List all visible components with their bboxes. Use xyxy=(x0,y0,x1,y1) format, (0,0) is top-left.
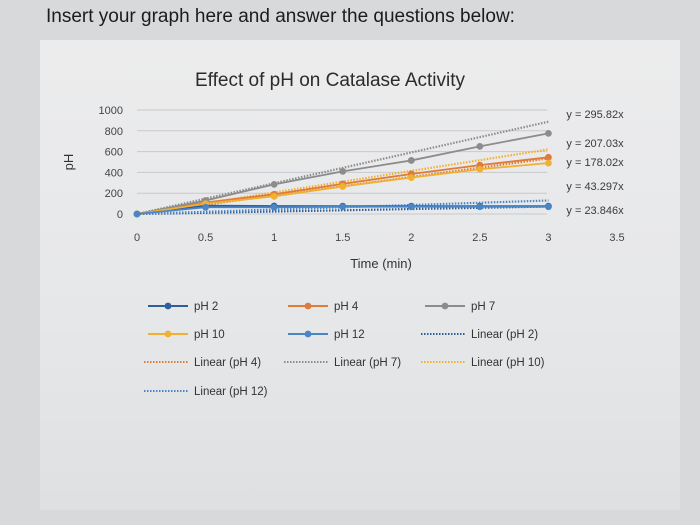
chart-area xyxy=(40,40,680,510)
trendline-equation: y = 178.02x xyxy=(566,157,624,169)
x-axis-label: Time (min) xyxy=(350,256,412,271)
data-point xyxy=(270,203,278,211)
y-tick-label: 0 xyxy=(117,209,123,221)
y-tick-label: 400 xyxy=(105,167,123,179)
y-axis-label: pH xyxy=(61,154,76,171)
data-point xyxy=(476,143,484,150)
x-tick-label: 1.5 xyxy=(335,232,350,244)
y-tick-label: 600 xyxy=(105,147,123,159)
data-point xyxy=(476,165,484,173)
x-tick-label: 3.5 xyxy=(609,232,624,244)
x-tick-label: 2.5 xyxy=(472,232,487,244)
legend-label: Linear (pH 7) xyxy=(334,357,401,369)
data-point xyxy=(545,203,552,211)
legend-label: Linear (pH 2) xyxy=(471,329,538,341)
data-point xyxy=(407,174,415,182)
data-point xyxy=(270,180,278,188)
data-point xyxy=(270,192,278,200)
data-point xyxy=(476,203,484,211)
x-tick-label: 0 xyxy=(134,232,140,244)
legend-marker xyxy=(164,330,172,338)
legend-label: pH 2 xyxy=(194,301,218,313)
legend-label: pH 7 xyxy=(471,301,495,313)
legend-label: pH 10 xyxy=(194,329,225,341)
x-tick-label: 3 xyxy=(545,232,551,244)
data-point xyxy=(202,203,209,211)
data-point xyxy=(133,210,141,218)
x-tick-label: 2 xyxy=(408,232,414,244)
y-tick-label: 800 xyxy=(105,126,123,138)
data-point xyxy=(339,167,347,175)
trendline-equation: y = 295.82x xyxy=(566,109,624,121)
legend-marker xyxy=(441,302,449,310)
trendline xyxy=(136,199,549,216)
chart-title: Effect of pH on Catalase Activity xyxy=(195,70,466,91)
data-point xyxy=(545,153,552,161)
data-point xyxy=(407,203,415,211)
legend-label: Linear (pH 4) xyxy=(194,357,261,369)
x-tick-label: 0.5 xyxy=(198,232,213,244)
legend-marker xyxy=(164,302,172,310)
data-point xyxy=(545,159,552,167)
data-point xyxy=(339,183,347,190)
y-tick-label: 1000 xyxy=(99,105,123,117)
legend-label: Linear (pH 12) xyxy=(194,386,268,398)
legend-marker xyxy=(304,302,312,310)
trendline-equation: y = 207.03x xyxy=(566,138,624,150)
legend-label: pH 12 xyxy=(334,329,365,341)
legend-marker xyxy=(304,330,312,338)
instruction-text: Insert your graph here and answer the qu… xyxy=(46,6,515,27)
y-tick-label: 200 xyxy=(105,188,123,200)
legend-label: Linear (pH 10) xyxy=(471,357,545,369)
legend-label: pH 4 xyxy=(334,301,359,313)
data-point xyxy=(545,130,552,137)
data-point xyxy=(339,203,347,211)
trendline-equation: y = 43.297x xyxy=(566,181,624,193)
x-tick-label: 1 xyxy=(271,232,277,244)
trendline-equation: y = 23.846x xyxy=(566,205,624,217)
data-point xyxy=(407,157,415,164)
